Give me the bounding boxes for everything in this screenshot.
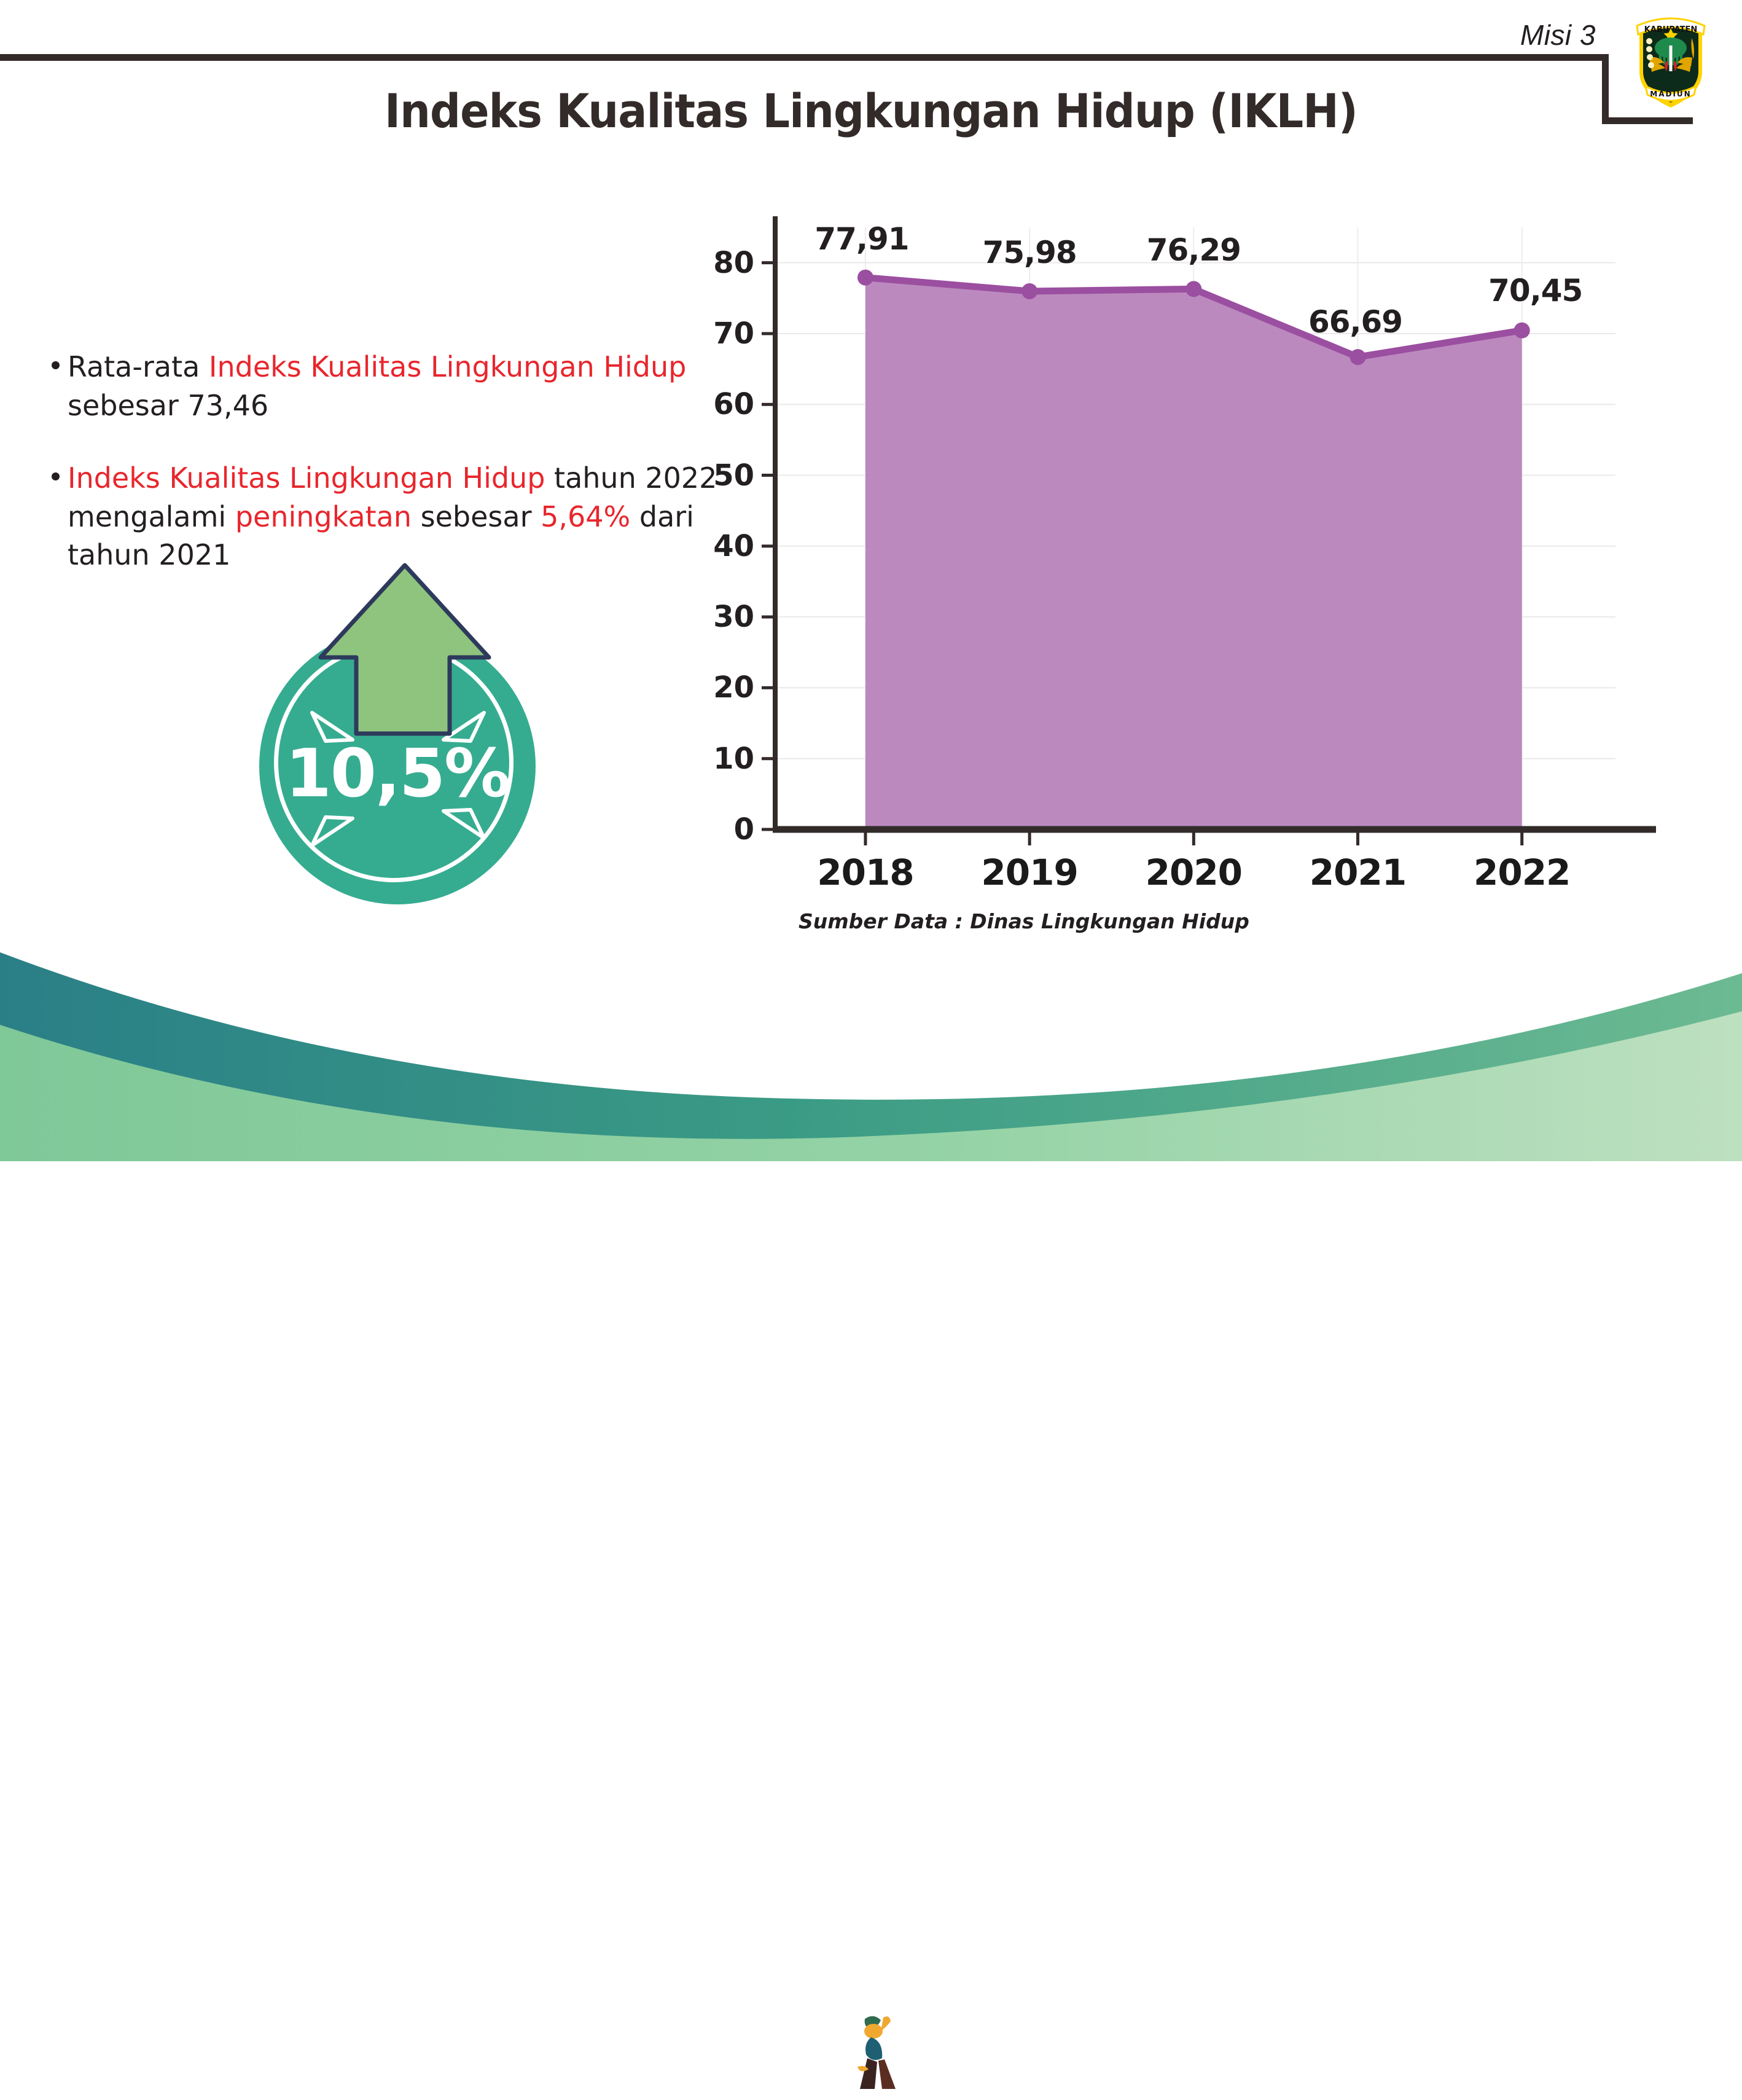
misi-label: Misi 3 <box>1520 19 1596 51</box>
x-axis-tick-label: 2019 <box>981 852 1078 893</box>
data-point-label: 70,45 <box>1488 272 1583 308</box>
data-point-label: 77,91 <box>814 221 909 257</box>
header-divider-rule <box>0 54 1602 61</box>
bullet-text-average: Rata-rata Indeks Kualitas Lingkungan Hid… <box>68 350 686 422</box>
kabupaten-madiun-crest-icon: KABUPATEN MADIUN <box>1636 17 1706 108</box>
bullet-segment: 5,64% <box>541 500 631 533</box>
x-axis-tick-label: 2020 <box>1145 852 1243 893</box>
y-axis-tick-label: 60 <box>713 387 754 422</box>
x-axis-tick-label: 2021 <box>1309 852 1407 893</box>
y-axis-tick-label: 10 <box>713 741 754 776</box>
x-axis-tick-label: 2022 <box>1473 852 1571 893</box>
svg-text:MADIUN: MADIUN <box>1650 90 1691 98</box>
bullet-segment: peningkatan <box>235 500 412 533</box>
bullet-item-average: Rata-rata Indeks Kualitas Lingkungan Hid… <box>50 348 720 425</box>
y-axis-tick-label: 70 <box>713 316 754 351</box>
source-note: Sumber Data : Dinas Lingkungan Hidup <box>799 909 1249 933</box>
footer-text: Media Infografis Data Statistik Sektoral… <box>907 2025 1705 2058</box>
y-axis-tick-label: 40 <box>713 528 754 563</box>
bullet-segment: dari tahun 2021 <box>68 500 694 572</box>
bullet-segment: Indeks Kualitas Lingkungan Hidup <box>68 461 545 495</box>
bullet-dot-icon <box>52 361 60 369</box>
increase-badge: 10,5% <box>244 560 558 904</box>
y-axis-tick-label: 30 <box>713 600 754 635</box>
iklh-area-chart: 0 10 20 30 40 50 60 70 80 2018 2019 2020 2021 2022 77,… <box>706 203 1665 893</box>
bullet-item-change: Indeks Kualitas Lingkungan Hidup tahun 2… <box>50 459 720 574</box>
footer-wave-graphic <box>0 952 1742 1161</box>
bullet-segment: sebesar <box>412 500 541 533</box>
bullet-segment: Rata-rata <box>68 350 209 383</box>
y-axis-tick-label: 20 <box>713 670 754 705</box>
mascot-icon <box>857 2016 896 2089</box>
y-axis-tick-label: 50 <box>713 458 754 493</box>
logo-bracket-foot <box>1602 117 1693 124</box>
x-axis-tick-label: 2018 <box>817 852 914 893</box>
badge-tick-bottom-right-icon <box>442 808 486 840</box>
logo-bracket-stem <box>1602 54 1609 124</box>
bullet-text-change: Indeks Kualitas Lingkungan Hidup tahun 2… <box>68 461 717 571</box>
y-axis-tick-label: 80 <box>713 245 754 280</box>
bullet-segment: tahun 2022 mengalami <box>68 461 717 533</box>
page-footer: Media Infografis Data Statistik Sektoral… <box>0 952 1742 2089</box>
badge-value-label: 10,5% <box>285 735 511 812</box>
data-point-label: 66,69 <box>1308 304 1403 340</box>
data-point-label: 76,29 <box>1146 232 1241 268</box>
bullet-dot-icon <box>52 472 60 481</box>
up-arrow-icon <box>318 563 491 736</box>
badge-tick-top-left-icon <box>310 711 354 743</box>
page-title: Indeks Kualitas Lingkungan Hidup (IKLH) <box>385 84 1358 138</box>
summary-bullet-list: Rata-rata Indeks Kualitas Lingkungan Hid… <box>50 348 720 574</box>
data-point-label: 75,98 <box>982 234 1077 270</box>
badge-tick-top-right-icon <box>442 711 486 743</box>
bullet-segment: sebesar 73,46 <box>68 388 269 422</box>
y-axis-tick-label: 0 <box>733 812 754 847</box>
bullet-segment: Indeks Kualitas Lingkungan Hidup <box>208 350 687 383</box>
badge-tick-bottom-left-icon <box>310 815 354 847</box>
chart-canvas <box>762 216 1656 845</box>
